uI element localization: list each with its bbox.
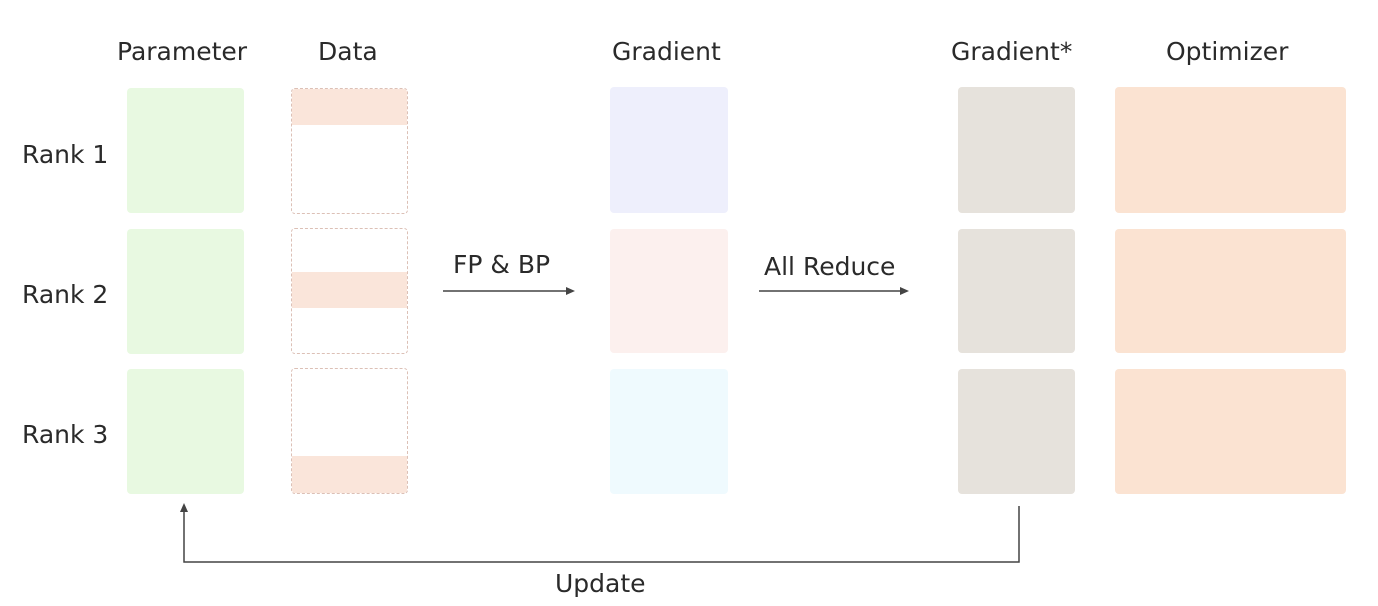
data-block-rank-2 [291, 228, 408, 354]
rank-label-2: Rank 2 [22, 280, 109, 309]
data-shard-rank-3 [292, 456, 407, 493]
optimizer-block-rank-2 [1115, 229, 1346, 353]
parameter-block-rank-1 [127, 88, 244, 213]
gradient-reduced-block-rank-2 [958, 229, 1075, 353]
gradient-block-rank-1 [610, 87, 728, 213]
optimizer-block-rank-3 [1115, 369, 1346, 494]
header-data: Data [318, 37, 378, 66]
all-reduce-arrow [759, 287, 909, 295]
update-label: Update [555, 569, 646, 598]
parameter-block-rank-2 [127, 229, 244, 354]
data-block-rank-3 [291, 368, 408, 494]
gradient-reduced-block-rank-3 [958, 369, 1075, 494]
all-reduce-label: All Reduce [764, 252, 896, 281]
header-optimizer: Optimizer [1166, 37, 1289, 66]
data-shard-rank-1 [292, 89, 407, 125]
header-gradient-reduced: Gradient* [951, 37, 1073, 66]
parameter-block-rank-3 [127, 369, 244, 494]
fp-bp-label: FP & BP [453, 250, 551, 279]
gradient-block-rank-2 [610, 229, 728, 353]
data-shard-rank-2 [292, 272, 407, 308]
header-gradient: Gradient [612, 37, 721, 66]
rank-label-3: Rank 3 [22, 420, 109, 449]
header-parameter: Parameter [117, 37, 248, 66]
gradient-reduced-block-rank-1 [958, 87, 1075, 213]
optimizer-block-rank-1 [1115, 87, 1346, 213]
data-block-rank-1 [291, 88, 408, 214]
gradient-block-rank-3 [610, 369, 728, 494]
update-arrow [180, 503, 1020, 563]
rank-label-1: Rank 1 [22, 140, 109, 169]
fp-bp-arrow [443, 287, 575, 295]
